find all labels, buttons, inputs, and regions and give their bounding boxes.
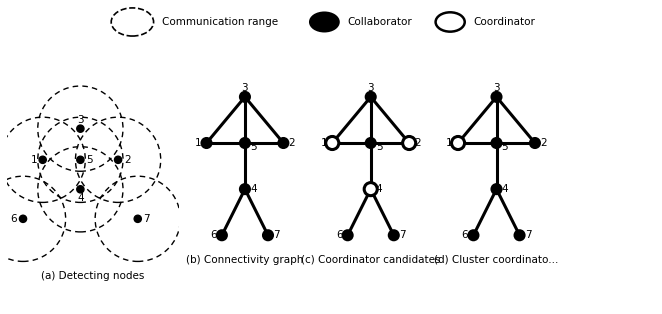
Text: 7: 7: [144, 214, 150, 224]
Text: Coordinator: Coordinator: [473, 17, 535, 27]
Circle shape: [389, 230, 399, 240]
Circle shape: [365, 138, 376, 148]
Text: (c) Coordinator candidates: (c) Coordinator candidates: [301, 255, 440, 265]
Circle shape: [39, 156, 46, 163]
Text: 6: 6: [210, 230, 216, 240]
Text: 1: 1: [446, 138, 453, 148]
Circle shape: [240, 184, 250, 194]
Circle shape: [469, 230, 479, 240]
Text: (b) Connectivity graph: (b) Connectivity graph: [186, 255, 304, 265]
Text: 6: 6: [461, 230, 468, 240]
Circle shape: [201, 138, 211, 148]
Text: (a) Detecting nodes: (a) Detecting nodes: [41, 270, 144, 280]
Text: 5: 5: [502, 142, 508, 152]
Text: 3: 3: [242, 84, 248, 94]
Circle shape: [491, 92, 502, 102]
Circle shape: [364, 183, 377, 196]
Circle shape: [451, 137, 465, 149]
Text: 2: 2: [289, 138, 295, 148]
Text: 1: 1: [30, 155, 37, 165]
Text: 7: 7: [399, 230, 406, 240]
Text: 3: 3: [367, 84, 374, 94]
Text: (d) Cluster coordinato...: (d) Cluster coordinato...: [434, 255, 559, 265]
Text: 7: 7: [273, 230, 280, 240]
Circle shape: [134, 215, 142, 222]
Circle shape: [326, 137, 339, 149]
Text: 5: 5: [376, 142, 383, 152]
Text: 4: 4: [502, 184, 508, 194]
Circle shape: [263, 230, 273, 240]
Circle shape: [514, 230, 524, 240]
Circle shape: [217, 230, 227, 240]
Text: 3: 3: [77, 115, 83, 125]
Circle shape: [240, 138, 250, 148]
Text: 7: 7: [525, 230, 532, 240]
Circle shape: [19, 215, 26, 222]
Text: Collaborator: Collaborator: [348, 17, 412, 27]
Text: 3: 3: [493, 84, 500, 94]
Circle shape: [77, 125, 84, 132]
Text: Communication range: Communication range: [162, 17, 278, 27]
Circle shape: [240, 92, 250, 102]
Text: 4: 4: [77, 193, 83, 203]
Text: 4: 4: [250, 184, 257, 194]
Text: 6: 6: [11, 214, 17, 224]
Text: 4: 4: [376, 184, 383, 194]
Circle shape: [530, 138, 540, 148]
Text: 5: 5: [86, 155, 93, 165]
Circle shape: [365, 92, 376, 102]
Text: 2: 2: [124, 155, 130, 165]
Text: 5: 5: [250, 142, 257, 152]
Circle shape: [279, 138, 289, 148]
Text: 2: 2: [540, 138, 547, 148]
Circle shape: [310, 12, 339, 32]
Circle shape: [115, 156, 122, 163]
Text: 1: 1: [320, 138, 327, 148]
Circle shape: [343, 230, 353, 240]
Circle shape: [402, 137, 416, 149]
Text: 6: 6: [336, 230, 342, 240]
Circle shape: [77, 156, 84, 163]
Circle shape: [436, 12, 465, 32]
Text: 2: 2: [414, 138, 421, 148]
Circle shape: [77, 186, 84, 193]
Circle shape: [491, 138, 502, 148]
Circle shape: [491, 184, 502, 194]
Text: 1: 1: [195, 138, 201, 148]
